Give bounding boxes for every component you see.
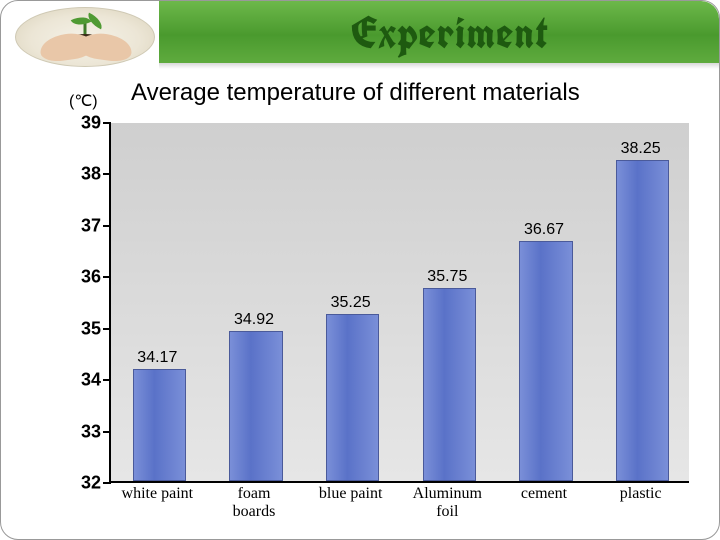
logo-badge (15, 7, 155, 67)
x-tick-label: white paint (122, 485, 194, 503)
y-tick (103, 328, 111, 330)
bar (326, 314, 379, 481)
x-tick-label: foamboards (233, 485, 276, 520)
bar-value-label: 34.92 (234, 311, 274, 329)
bar-value-label: 36.67 (524, 221, 564, 239)
y-tick-label: 38 (61, 164, 101, 185)
x-tick-label: plastic (620, 485, 662, 503)
x-tick-label: Aluminumfoil (413, 485, 482, 520)
y-tick (103, 482, 111, 484)
y-tick-label: 37 (61, 215, 101, 236)
y-tick-label: 33 (61, 421, 101, 442)
bar (423, 288, 476, 481)
x-tick-label: cement (521, 485, 567, 503)
y-tick (103, 276, 111, 278)
x-tick-label: blue paint (319, 485, 383, 503)
bar (229, 331, 282, 481)
y-tick (103, 379, 111, 381)
y-tick-label: 39 (61, 113, 101, 134)
y-tick-label: 32 (61, 473, 101, 494)
bar (616, 160, 669, 481)
bar-value-label: 35.75 (427, 268, 467, 286)
bar-value-label: 35.25 (331, 294, 371, 312)
bar (519, 241, 572, 481)
chart-container: 32 33 34 35 36 37 38 39 34.17 white paint 34.92 foa… (61, 113, 701, 521)
bar-value-label: 38.25 (621, 140, 661, 158)
header-shadow (159, 63, 719, 69)
chart-subtitle: Average temperature of different materia… (131, 79, 580, 107)
hands-icon (38, 26, 134, 60)
slide-root: Experiment Average temperature of differ… (0, 0, 720, 540)
bar-value-label: 34.17 (137, 349, 177, 367)
y-tick (103, 431, 111, 433)
bar (133, 369, 186, 481)
y-tick (103, 173, 111, 175)
y-tick (103, 122, 111, 124)
y-axis-unit: (℃) (69, 91, 98, 111)
y-tick (103, 225, 111, 227)
page-title: Experiment (181, 5, 719, 62)
chart-plot-area (109, 123, 689, 483)
y-tick-label: 35 (61, 318, 101, 339)
y-tick-label: 34 (61, 370, 101, 391)
y-tick-label: 36 (61, 267, 101, 288)
